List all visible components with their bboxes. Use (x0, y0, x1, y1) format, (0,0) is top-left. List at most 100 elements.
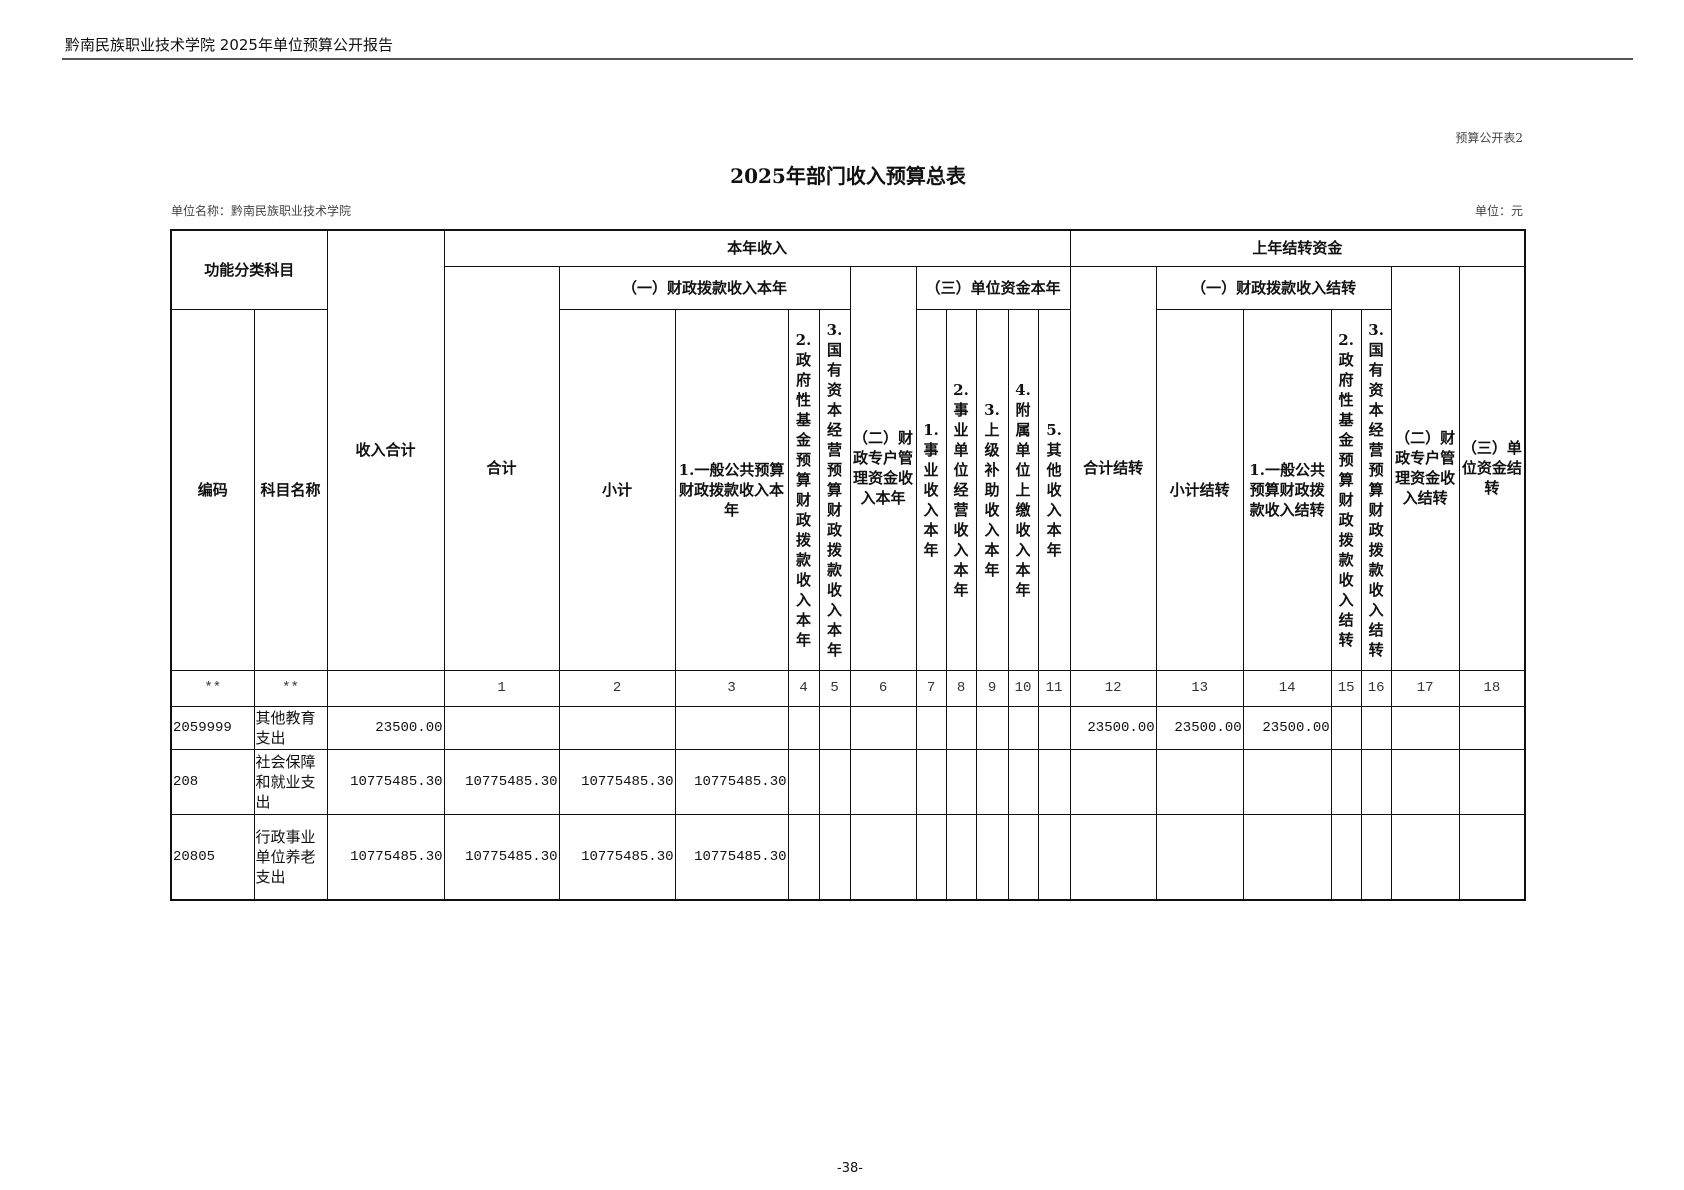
header-co-fiscal: （一）财政拨款收入结转 (1155, 265, 1392, 310)
row-amount (1458, 813, 1526, 901)
index-cell: 8 (945, 669, 977, 707)
header-subject: 科目名称 (253, 308, 328, 671)
row-amount: 10775485.30 (558, 813, 676, 901)
row-amount (558, 705, 676, 750)
header-cy-general: 1.一般公共预算财政拨款收入本年 (674, 308, 789, 671)
index-cell: 1 (443, 669, 560, 707)
header-cy-subsidy: 3.上级补助收入本年 (975, 308, 1009, 671)
page-number: -38- (837, 1161, 863, 1176)
row-amount (1242, 813, 1332, 901)
row-code: 20805 (170, 813, 255, 901)
row-amount (1390, 705, 1460, 750)
row-amount (915, 748, 947, 815)
row-amount: 10775485.30 (674, 748, 789, 815)
row-amount (975, 813, 1009, 901)
row-amount (787, 705, 820, 750)
income-budget-table: 功能分类科目 收入合计 本年收入 上年结转资金 合计 （一）财政拨款收入本年 （… (170, 229, 1527, 901)
row-amount (849, 748, 917, 815)
header-cy-gov-fund: 2.政府性基金预算财政拨款收入本年 (787, 308, 820, 671)
header-co-general: 1.一般公共预算财政拨款收入结转 (1242, 308, 1332, 671)
index-cell: 17 (1390, 669, 1460, 707)
header-cy-affiliated: 4.附属单位上缴收入本年 (1007, 308, 1039, 671)
row-amount (1458, 748, 1526, 815)
row-amount: 10775485.30 (443, 813, 560, 901)
row-amount (1330, 813, 1362, 901)
row-amount (1360, 705, 1392, 750)
page-header: 黔南民族职业技术学院 2025年单位预算公开报告 (65, 36, 393, 54)
header-co-total: 合计结转 (1069, 265, 1157, 671)
row-amount (1155, 813, 1244, 901)
row-amount (818, 705, 851, 750)
index-cell: 14 (1242, 669, 1332, 707)
row-amount: 10775485.30 (326, 748, 445, 815)
row-amount (849, 705, 917, 750)
header-total-income: 收入合计 (326, 229, 445, 671)
row-amount: 23500.00 (326, 705, 445, 750)
index-cell: 16 (1360, 669, 1392, 707)
row-amount (915, 705, 947, 750)
index-cell: 2 (558, 669, 676, 707)
row-amount (787, 813, 820, 901)
row-amount (1069, 813, 1157, 901)
index-cell: 5 (818, 669, 851, 707)
index-cell: ** (170, 669, 255, 707)
row-amount: 10775485.30 (674, 813, 789, 901)
row-amount (975, 748, 1009, 815)
row-amount (1007, 748, 1039, 815)
header-func-category: 功能分类科目 (170, 229, 328, 310)
page-title: 2025年部门收入预算总表 (730, 164, 966, 188)
row-subject: 其他教育支出 (253, 705, 328, 750)
row-amount (849, 813, 917, 901)
row-amount (1330, 748, 1362, 815)
row-amount (945, 813, 977, 901)
index-cell: 9 (975, 669, 1009, 707)
row-amount (674, 705, 789, 750)
header-cy-fiscal: （一）财政拨款收入本年 (558, 265, 851, 310)
header-cy-other: 5.其他收入本年 (1037, 308, 1071, 671)
row-amount: 23500.00 (1069, 705, 1157, 750)
index-cell: 6 (849, 669, 917, 707)
row-subject: 行政事业单位养老支出 (253, 813, 328, 901)
index-cell: 11 (1037, 669, 1071, 707)
row-amount (443, 705, 560, 750)
header-co-gov-fund: 2.政府性基金预算财政拨款收入结转 (1330, 308, 1362, 671)
form-number: 预算公开表2 (1455, 131, 1523, 145)
row-amount (945, 748, 977, 815)
header-prior-carryover: 上年结转资金 (1069, 229, 1526, 267)
header-rule (62, 58, 1633, 60)
row-amount (1007, 813, 1039, 901)
row-amount (1330, 705, 1362, 750)
index-cell: 4 (787, 669, 820, 707)
index-cell: ** (253, 669, 328, 707)
index-cell: 18 (1458, 669, 1526, 707)
row-code: 2059999 (170, 705, 255, 750)
index-cell: 12 (1069, 669, 1157, 707)
index-cell: 7 (915, 669, 947, 707)
row-amount: 23500.00 (1155, 705, 1244, 750)
table-row: 208 社会保障和就业支出 10775485.30 10775485.30 107754… (170, 748, 1526, 815)
row-amount (975, 705, 1009, 750)
table-row: 20805 行政事业单位养老支出 10775485.30 10775485.30 107… (170, 813, 1526, 901)
row-amount (818, 813, 851, 901)
row-amount (1390, 748, 1460, 815)
header-code: 编码 (170, 308, 255, 671)
header-cy-soe: 3.国有资本经营预算财政拨款收入本年 (818, 308, 851, 671)
header-cy-unit: （三）单位资金本年 (915, 265, 1071, 310)
row-amount (1007, 705, 1039, 750)
row-amount: 23500.00 (1242, 705, 1332, 750)
row-amount (915, 813, 947, 901)
row-amount (1037, 705, 1071, 750)
row-amount: 10775485.30 (558, 748, 676, 815)
row-amount (1360, 813, 1392, 901)
table-row: 2059999 其他教育支出 23500.00 23500.00 23500.00 235… (170, 705, 1526, 750)
header-cy-special: （二）财政专户管理资金收入本年 (849, 265, 917, 671)
row-subject: 社会保障和就业支出 (253, 748, 328, 815)
row-amount: 10775485.30 (443, 748, 560, 815)
index-cell: 15 (1330, 669, 1362, 707)
index-cell: 10 (1007, 669, 1039, 707)
header-co-special: （二）财政专户管理资金收入结转 (1390, 265, 1460, 671)
row-amount (1155, 748, 1244, 815)
row-amount (818, 748, 851, 815)
currency-unit: 单位：元 (1474, 204, 1523, 218)
row-amount (1360, 748, 1392, 815)
